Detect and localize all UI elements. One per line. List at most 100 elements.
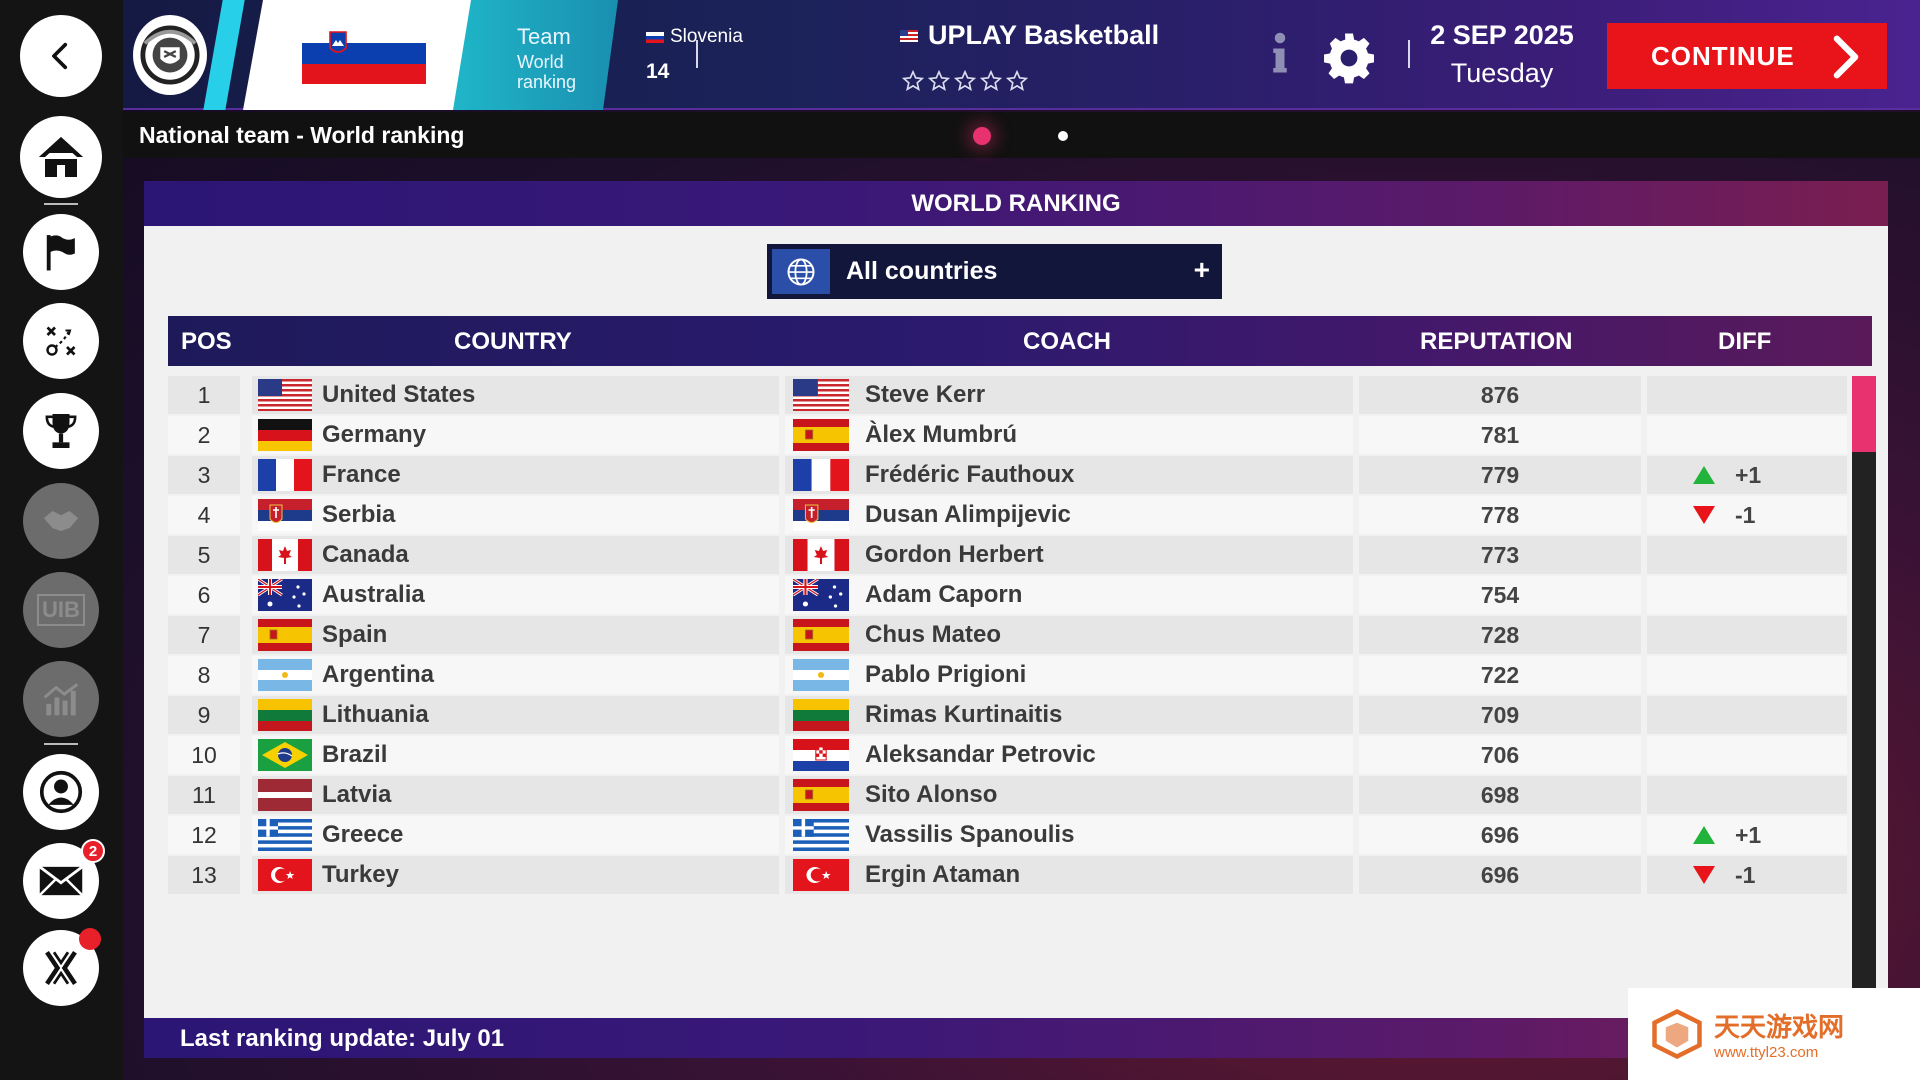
star-icon	[980, 70, 1002, 91]
row-country-cell[interactable]: Turkey	[252, 856, 779, 894]
row-country-cell[interactable]: Argentina	[252, 656, 779, 694]
continue-button[interactable]: CONTINUE	[1607, 23, 1887, 89]
row-coach-cell[interactable]: Aleksandar Petrovic	[785, 736, 1353, 774]
row-coach-cell[interactable]: Frédéric Fauthoux	[785, 456, 1353, 494]
column-pos[interactable]: POS	[181, 328, 232, 355]
row-coach-cell[interactable]: Rimas Kurtinaitis	[785, 696, 1353, 734]
row-coach-cell[interactable]: Sito Alonso	[785, 776, 1353, 814]
mail-icon	[38, 865, 84, 897]
gear-icon[interactable]	[1321, 30, 1377, 86]
table-scrollbar[interactable]	[1852, 376, 1876, 1016]
row-coach-cell[interactable]: Dusan Alimpijevic	[785, 496, 1353, 534]
row-coach-cell[interactable]: Ergin Ataman	[785, 856, 1353, 894]
row-country-cell[interactable]: Australia	[252, 576, 779, 614]
profile-button[interactable]	[23, 754, 99, 830]
info-icon[interactable]	[1271, 30, 1289, 76]
row-coach-cell[interactable]: Àlex Mumbrú	[785, 416, 1353, 454]
pager-dot[interactable]	[1058, 131, 1068, 141]
table-row[interactable]: 13 Turkey Ergin Ataman 696 -1	[168, 856, 1848, 894]
handshake-icon	[43, 511, 79, 531]
globe-icon-box	[772, 249, 830, 294]
table-row[interactable]: 7 Spain Chus Mateo 728	[168, 616, 1848, 654]
fr-flag-icon	[258, 459, 312, 491]
row-coach-name: Pablo Prigioni	[865, 661, 1027, 688]
finances-button[interactable]	[23, 661, 99, 737]
tactics-icon	[46, 326, 76, 356]
row-country-cell[interactable]: Canada	[252, 536, 779, 574]
row-diff-value: -1	[1735, 502, 1756, 528]
row-country-cell[interactable]: Greece	[252, 816, 779, 854]
row-coach-name: Chus Mateo	[865, 621, 1002, 648]
table-row[interactable]: 9 Lithuania Rimas Kurtinaitis 709	[168, 696, 1848, 734]
last-update-label: Last ranking update: July 01	[180, 1025, 505, 1052]
transfers-button[interactable]	[23, 483, 99, 559]
club-logo[interactable]	[133, 15, 207, 95]
row-reputation: 754	[1359, 576, 1641, 614]
back-icon	[52, 42, 68, 70]
table-row[interactable]: 1 United States Steve Kerr 876	[168, 376, 1848, 414]
row-country-cell[interactable]: Serbia	[252, 496, 779, 534]
es-flag-icon	[793, 619, 849, 651]
row-coach-cell[interactable]: Adam Caporn	[785, 576, 1353, 614]
us-flag-icon	[793, 379, 849, 411]
row-coach-cell[interactable]: Steve Kerr	[785, 376, 1353, 414]
row-country-cell[interactable]: Lithuania	[252, 696, 779, 734]
gr-flag-icon	[258, 819, 312, 851]
row-country-cell[interactable]: Brazil	[252, 736, 779, 774]
sidebar: UIB 2	[0, 0, 123, 1080]
header-divider	[696, 40, 698, 68]
trophy-icon	[45, 414, 77, 448]
current-day: Tuesday	[1450, 58, 1554, 88]
row-position: 5	[168, 536, 240, 574]
row-position: 6	[168, 576, 240, 614]
national-team-button[interactable]	[23, 214, 99, 290]
column-diff[interactable]: DIFF	[1718, 328, 1772, 355]
back-button[interactable]	[20, 15, 102, 97]
table-row[interactable]: 10 Brazil Aleksandar Petrovic 706	[168, 736, 1848, 774]
table-row[interactable]: 11 Latvia Sito Alonso 698	[168, 776, 1848, 814]
row-coach-cell[interactable]: Gordon Herbert	[785, 536, 1353, 574]
row-position: 12	[168, 816, 240, 854]
row-coach-cell[interactable]: Chus Mateo	[785, 616, 1353, 654]
table-row[interactable]: 5 Canada Gordon Herbert 773	[168, 536, 1848, 574]
plus-icon[interactable]: +	[1193, 254, 1210, 285]
tactics-button[interactable]	[23, 303, 99, 379]
row-country-cell[interactable]: Latvia	[252, 776, 779, 814]
row-position: 3	[168, 456, 240, 494]
row-coach-cell[interactable]: Vassilis Spanoulis	[785, 816, 1353, 854]
table-row[interactable]: 6 Australia Adam Caporn 754	[168, 576, 1848, 614]
row-country-cell[interactable]: Spain	[252, 616, 779, 654]
rs-flag-icon	[793, 499, 849, 531]
row-diff-cell	[1647, 656, 1847, 694]
table-row[interactable]: 12 Greece Vassilis Spanoulis 696 +1	[168, 816, 1848, 854]
inbox-button[interactable]: 2	[23, 839, 105, 919]
chevron-right-icon	[1833, 35, 1859, 79]
table-row[interactable]: 2 Germany Àlex Mumbrú 781	[168, 416, 1848, 454]
column-coach[interactable]: COACH	[1023, 328, 1111, 355]
league-name[interactable]: UPLAY Basketball	[900, 20, 1159, 51]
uib-icon: UIB	[37, 594, 85, 626]
au-flag-icon	[258, 579, 312, 611]
row-country-cell[interactable]: United States	[252, 376, 779, 414]
column-country[interactable]: COUNTRY	[454, 328, 572, 355]
competitions-button[interactable]	[23, 393, 99, 469]
pager-dot-active[interactable]	[973, 127, 991, 145]
home-button[interactable]	[20, 116, 102, 198]
country-filter-dropdown[interactable]: All countries +	[767, 244, 1222, 299]
row-country-cell[interactable]: France	[252, 456, 779, 494]
row-coach-cell[interactable]: Pablo Prigioni	[785, 656, 1353, 694]
table-row[interactable]: 8 Argentina Pablo Prigioni 722	[168, 656, 1848, 694]
table-row[interactable]: 3 France Frédéric Fauthoux 779 +1	[168, 456, 1848, 494]
row-country-name: Brazil	[322, 741, 388, 768]
column-reputation[interactable]: REPUTATION	[1420, 328, 1573, 355]
scrollbar-thumb[interactable]	[1852, 376, 1876, 452]
uib-button[interactable]: UIB	[23, 572, 99, 648]
mail-badge: 2	[81, 839, 105, 863]
us-flag-icon	[258, 379, 312, 411]
table-row[interactable]: 4 Serbia Dusan Alimpijevic 778 -1	[168, 496, 1848, 534]
panel-footer: Last ranking update: July 01	[144, 1018, 1888, 1058]
row-country-cell[interactable]: Germany	[252, 416, 779, 454]
down-arrow-icon	[1693, 506, 1715, 524]
x-menu-button[interactable]	[23, 928, 101, 1006]
globe-icon	[787, 258, 815, 285]
